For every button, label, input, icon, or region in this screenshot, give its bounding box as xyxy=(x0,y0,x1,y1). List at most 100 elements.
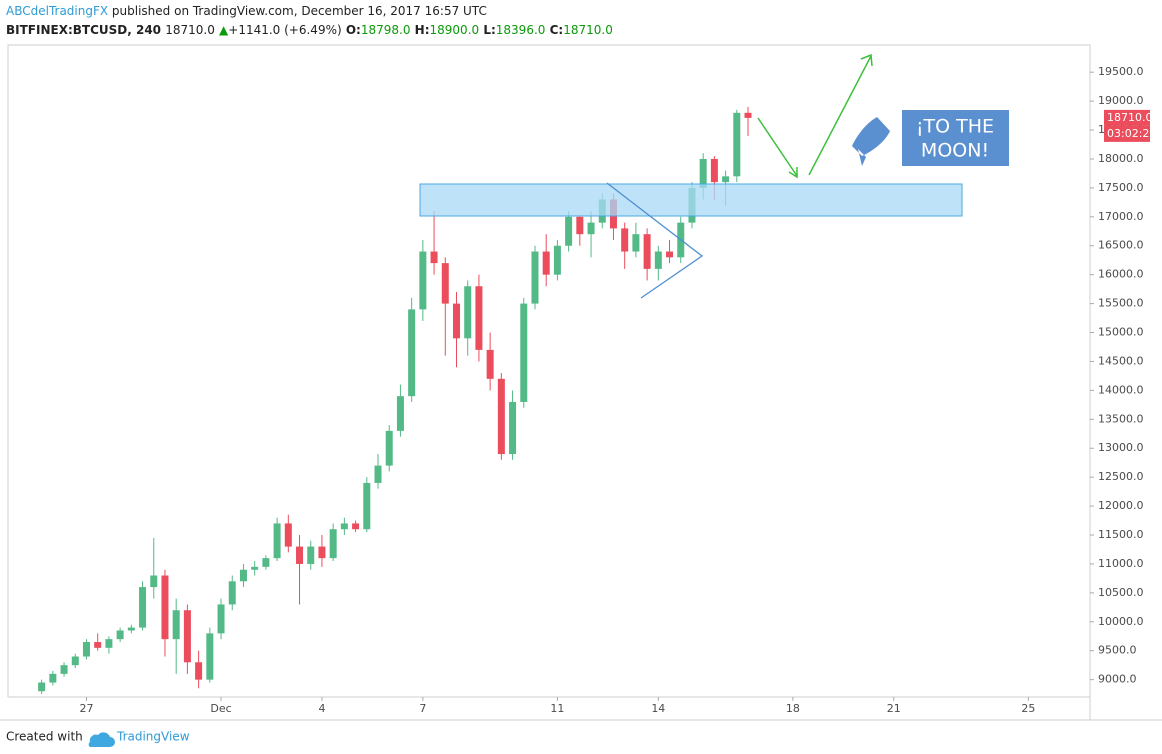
candle-body xyxy=(49,673,57,683)
candle-body xyxy=(318,546,326,559)
y-tick-label: 15500.0 xyxy=(1098,297,1144,310)
candle-body xyxy=(666,251,674,258)
y-tick-label: 9500.0 xyxy=(1098,644,1137,657)
o-label: O: xyxy=(346,23,361,37)
candle-body xyxy=(520,303,528,402)
candle-body xyxy=(486,349,494,379)
candle-body xyxy=(239,569,247,582)
x-tick-label: 4 xyxy=(318,702,325,715)
resistance-zone xyxy=(419,183,963,217)
h-label: H: xyxy=(415,23,430,37)
candle-body xyxy=(127,627,135,631)
y-tick-label: 12000.0 xyxy=(1098,499,1144,512)
x-tick-label: 7 xyxy=(419,702,426,715)
x-tick-label: Dec xyxy=(210,702,231,715)
candle-body xyxy=(228,581,236,605)
candle-body xyxy=(744,112,752,118)
candle-body xyxy=(105,639,113,648)
x-tick-label: 11 xyxy=(550,702,564,715)
annotation-line: MOON! xyxy=(921,140,989,162)
candle-body xyxy=(699,158,707,188)
candle-body xyxy=(352,523,360,530)
candle-body xyxy=(38,682,46,692)
candle-body xyxy=(497,378,505,455)
published: published on TradingView.com, December 1… xyxy=(112,4,487,18)
y-tick-label: 17000.0 xyxy=(1098,210,1144,223)
candle-body xyxy=(150,575,158,588)
candle-body xyxy=(710,158,718,183)
candle-body xyxy=(82,642,90,657)
candle-body xyxy=(587,222,595,235)
y-tick-label: 18000.0 xyxy=(1098,152,1144,165)
annotation-box xyxy=(902,110,1009,166)
x-tick-label: 18 xyxy=(786,702,800,715)
candle-body xyxy=(643,234,651,269)
y-tick-label: 13500.0 xyxy=(1098,412,1144,425)
candle-body xyxy=(329,529,337,559)
tradingview-logo xyxy=(88,732,115,747)
candle-body xyxy=(116,630,124,640)
candle-body xyxy=(722,176,730,183)
countdown-box xyxy=(1104,125,1150,142)
candle-body xyxy=(374,465,382,483)
brand-link[interactable]: TradingView xyxy=(116,730,190,744)
h: 18900.0 xyxy=(430,23,480,37)
candle-body xyxy=(385,430,393,466)
arrow-down xyxy=(757,117,798,179)
author[interactable]: ABCdelTradingFX xyxy=(6,4,108,18)
y-tick-label: 13000.0 xyxy=(1098,441,1144,454)
y-tick-label: 14000.0 xyxy=(1098,383,1144,396)
candle-body xyxy=(139,587,147,628)
candle-body xyxy=(296,546,304,564)
candle-body xyxy=(206,633,214,680)
candle-body xyxy=(408,309,416,397)
y-tick-label: 19000.0 xyxy=(1098,94,1144,107)
candle-body xyxy=(464,286,472,339)
candle-body xyxy=(621,228,629,252)
c-label: C: xyxy=(550,23,564,37)
candle-body xyxy=(195,662,203,680)
arrow-up xyxy=(808,53,873,176)
x-tick-label: 21 xyxy=(887,702,901,715)
candle-body xyxy=(452,303,460,339)
candle-body xyxy=(284,523,292,547)
y-tick-label: 15000.0 xyxy=(1098,326,1144,339)
header-line-2: BITFINEX:BTCUSD, 240 18710.0 ▲+1141.0 (+… xyxy=(6,23,613,37)
candle-body xyxy=(733,112,741,177)
up-arrow: ▲ xyxy=(219,23,229,37)
candle-body xyxy=(60,665,68,674)
x-tick-label: 14 xyxy=(651,702,665,715)
candle-body xyxy=(71,656,79,666)
symbol: BITFINEX:BTCUSD, 240 xyxy=(6,23,161,37)
candle-body xyxy=(441,263,449,304)
candle-body xyxy=(509,401,517,455)
y-tick-label: 10000.0 xyxy=(1098,615,1144,628)
y-tick-label: 11000.0 xyxy=(1098,557,1144,570)
x-tick-label: 25 xyxy=(1021,702,1035,715)
c: 18710.0 xyxy=(563,23,613,37)
candle-body xyxy=(363,482,371,530)
candle-body xyxy=(172,610,180,640)
countdown: 03:02:28 xyxy=(1107,127,1156,140)
triangle-pattern xyxy=(606,182,704,299)
candle-body xyxy=(565,216,573,246)
arrows xyxy=(757,53,873,179)
candle-body xyxy=(632,234,640,252)
candle-body xyxy=(251,566,259,570)
y-tick-label: 16000.0 xyxy=(1098,268,1144,281)
l-label: L: xyxy=(483,23,495,37)
candle-body xyxy=(273,523,281,559)
header-line-1: ABCdelTradingFX published on TradingView… xyxy=(6,4,487,18)
candle-body xyxy=(542,251,550,275)
annotation-line: ¡TO THE xyxy=(916,116,994,138)
candle-body xyxy=(576,216,584,235)
candle-body xyxy=(94,642,102,648)
l: 18396.0 xyxy=(496,23,546,37)
x-tick-label: 27 xyxy=(79,702,93,715)
o: 18798.0 xyxy=(361,23,411,37)
change: +1141.0 (+6.49%) xyxy=(228,23,341,37)
last-price-label: 18710.0 xyxy=(1107,111,1153,124)
rocket-icon xyxy=(846,117,890,166)
candle-body xyxy=(430,251,438,264)
